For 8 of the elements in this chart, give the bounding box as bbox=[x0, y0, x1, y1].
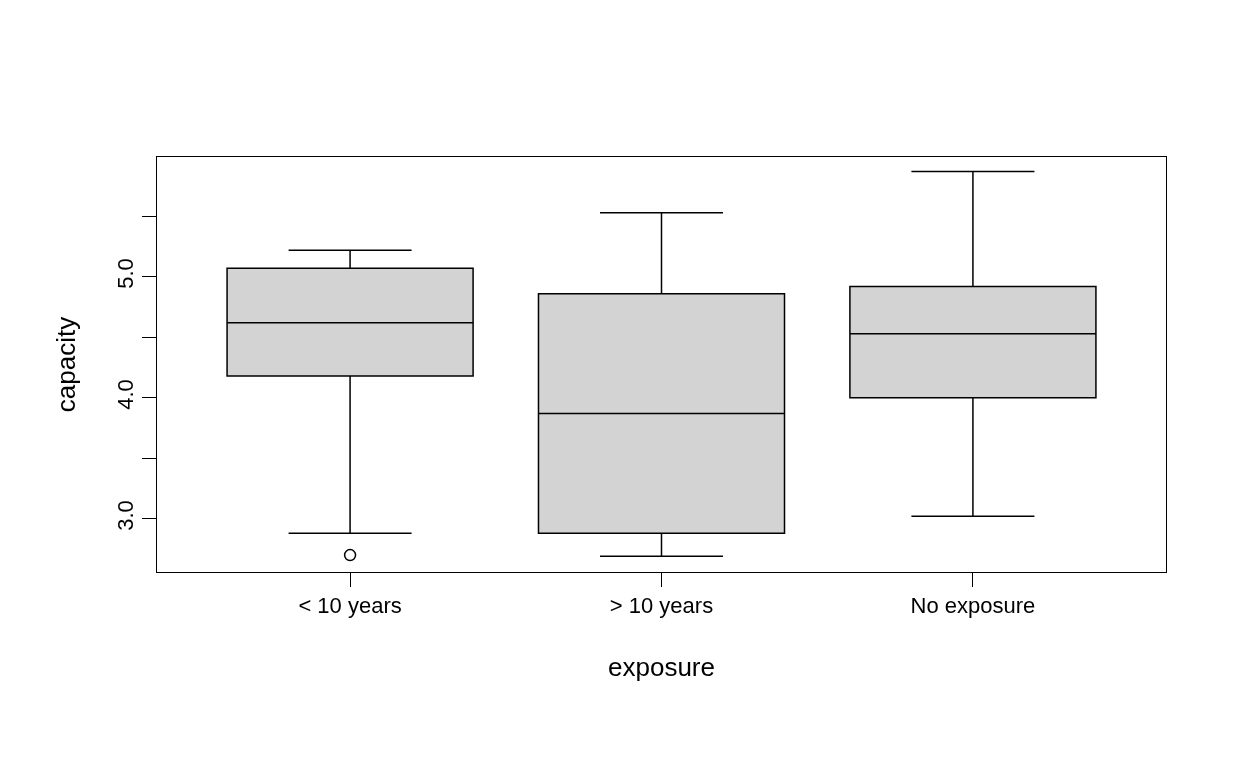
x-tick-label: < 10 years bbox=[298, 593, 402, 619]
x-tick-label: > 10 years bbox=[609, 593, 714, 619]
x-tick-label: No exposure bbox=[910, 593, 1036, 619]
y-axis-title: capacity bbox=[50, 316, 81, 413]
y-tick-label: 5.0 bbox=[113, 258, 139, 289]
y-tick-label: 4.0 bbox=[113, 379, 139, 410]
x-axis-title: exposure bbox=[608, 652, 715, 683]
y-tick-label: 3.0 bbox=[113, 500, 139, 531]
